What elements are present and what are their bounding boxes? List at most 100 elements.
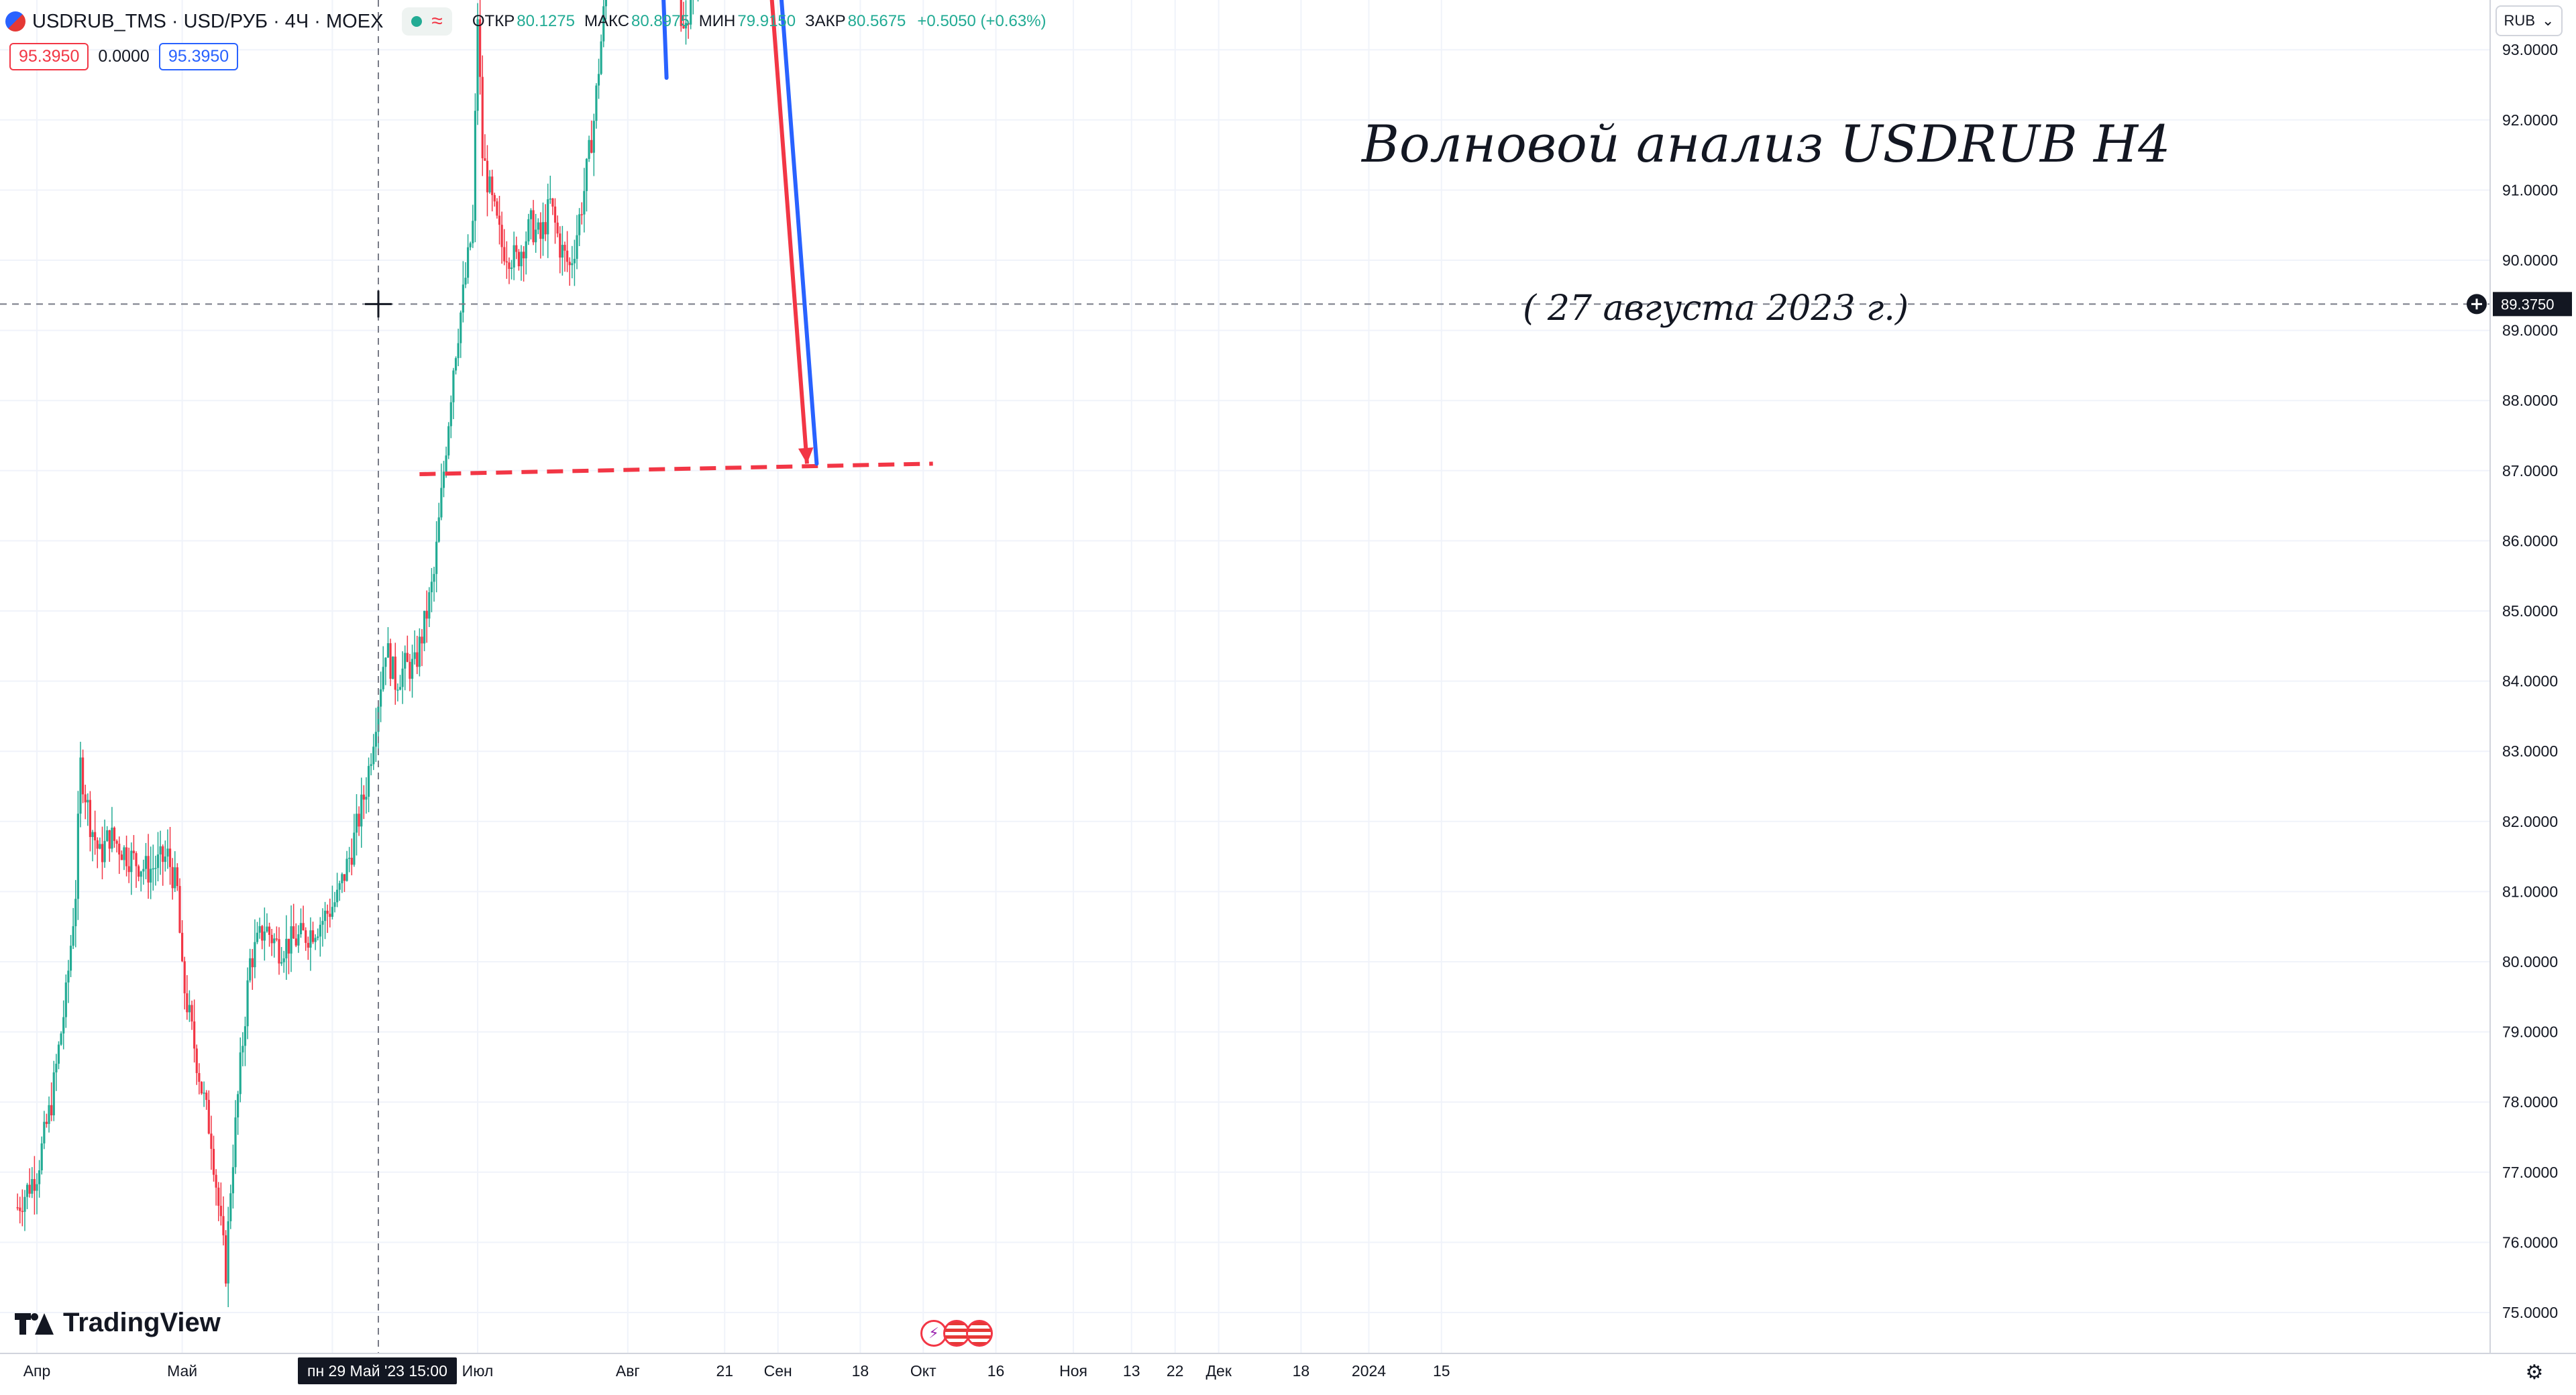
candle-body <box>433 573 435 582</box>
candle-body <box>203 1093 205 1094</box>
tradingview-logo[interactable]: TradingView <box>15 1308 221 1338</box>
candle-body <box>462 284 464 313</box>
candle-body <box>566 250 569 262</box>
candle-body <box>374 732 377 747</box>
candle-body <box>183 961 186 994</box>
candle-body <box>348 857 351 859</box>
time-tick-label: 13 <box>1123 1362 1140 1380</box>
candle-body <box>343 874 346 881</box>
candle-body <box>333 902 336 907</box>
price-tick-label: 86.0000 <box>2502 532 2558 549</box>
wave-icon: ≈ <box>431 10 443 32</box>
annotation-title[interactable]: Волновой анализ USDRUB H4 <box>1362 114 2171 174</box>
candle-body <box>513 245 515 268</box>
candle-body <box>537 222 539 230</box>
candle-body <box>600 41 602 74</box>
candle-body <box>386 643 390 658</box>
candle-body <box>254 942 256 968</box>
price-tick-label: 82.0000 <box>2502 813 2558 830</box>
candle-body <box>195 1048 198 1073</box>
candle-body <box>568 262 571 266</box>
candle-body <box>556 222 559 234</box>
candle-body <box>544 222 547 235</box>
candle-body <box>212 1149 215 1175</box>
candle-body <box>36 1184 38 1191</box>
candle-body <box>244 1026 247 1046</box>
candle-body <box>326 910 329 914</box>
market-status-pill[interactable]: ≈ <box>402 7 452 36</box>
candle-body <box>404 653 407 669</box>
price-tick-label: 77.0000 <box>2502 1164 2558 1181</box>
candle-body <box>394 657 396 690</box>
candle-body <box>525 241 527 259</box>
ohlc-values: ОТКР 80.1275 МАКС 80.8975 МИН 79.9150 ЗАКР 8… <box>472 12 1046 31</box>
forecast-wave-line[interactable] <box>768 0 819 466</box>
settings-gear-icon[interactable]: ⚙ <box>2525 1361 2544 1384</box>
candle-body <box>341 874 343 883</box>
price-tick-label: 81.0000 <box>2502 883 2558 900</box>
market-open-icon <box>411 16 423 27</box>
candle-body <box>370 764 372 767</box>
candle-body <box>62 1017 65 1034</box>
tradingview-logo-icon <box>15 1310 55 1336</box>
annotation-date[interactable]: ( 27 августа 2023 г.) <box>1523 288 1909 329</box>
candle-body <box>321 921 324 925</box>
candle-body <box>50 1105 53 1115</box>
candle-body <box>171 867 174 889</box>
time-tick-label: Авг <box>616 1362 640 1380</box>
candle-body <box>389 643 392 679</box>
time-tick-label: Дек <box>1205 1362 1232 1380</box>
candle-body <box>287 938 290 954</box>
candle-body <box>583 190 586 215</box>
economic-events: ⚡ <box>920 1320 993 1347</box>
event-lightning-icon[interactable]: ⚡ <box>920 1320 947 1347</box>
candle-body <box>205 1093 208 1101</box>
price-tick-label: 79.0000 <box>2502 1023 2558 1041</box>
candle-body <box>535 229 537 243</box>
sell-price-button[interactable]: 95.3950 <box>9 43 89 70</box>
buy-price-button[interactable]: 95.3950 <box>158 43 239 70</box>
crosshair-time-label: пн 29 Май '23 15:00 <box>298 1357 457 1384</box>
candle-body <box>89 799 92 838</box>
forecast-down-line[interactable] <box>768 0 809 464</box>
candle-body <box>72 926 74 946</box>
candle-body <box>84 794 87 803</box>
support-level-line[interactable] <box>419 461 933 477</box>
event-us-flag-icon[interactable] <box>966 1320 993 1347</box>
candle-body <box>435 541 438 574</box>
price-tick-label: 90.0000 <box>2502 252 2558 269</box>
candle-body <box>150 869 152 883</box>
candle-body <box>532 210 535 243</box>
candle-body <box>282 958 285 962</box>
candle-body <box>423 610 426 644</box>
candle-body <box>466 247 470 278</box>
candle-body <box>67 970 70 983</box>
candle-body <box>256 932 259 942</box>
candle-body <box>469 243 472 247</box>
crosshair-price-value: 89.3750 <box>2501 296 2555 313</box>
candle-body <box>421 636 423 644</box>
candle-body <box>79 757 82 814</box>
candle-body <box>449 402 452 427</box>
candle-body <box>251 958 254 968</box>
candle-body <box>500 225 503 247</box>
candle-body <box>127 866 130 873</box>
event-us-flag-icon[interactable] <box>943 1320 970 1347</box>
candle-body <box>144 856 148 869</box>
currency-selector[interactable]: RUB ⌄ <box>2496 5 2563 36</box>
candle-body <box>338 883 341 890</box>
candle-body <box>460 312 462 343</box>
candle-body <box>280 962 283 964</box>
price-axis[interactable] <box>2490 0 2576 1395</box>
candle-body <box>493 194 496 202</box>
candle-body <box>442 471 445 488</box>
candle-body <box>474 111 477 221</box>
candle-body <box>191 1005 193 1022</box>
candle-body <box>503 247 506 262</box>
candle-body <box>362 794 365 800</box>
symbol-title[interactable]: USDRUB_TMS · USD/РУБ · 4Ч · MOEX <box>32 10 384 32</box>
price-tick-label: 83.0000 <box>2502 742 2558 760</box>
candle-body <box>491 176 494 195</box>
candle-body <box>392 657 394 679</box>
